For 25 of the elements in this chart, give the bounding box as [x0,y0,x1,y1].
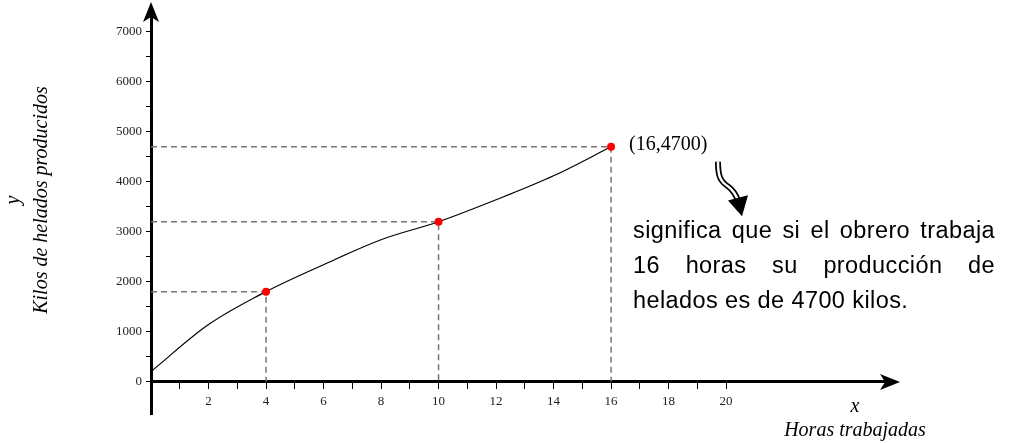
y-tick-label: 0 [135,372,142,388]
point [262,287,271,296]
point [434,217,443,226]
y-axis-title: y Kilos de helados producidos [1,85,53,315]
x-tick-label: 20 [719,392,733,408]
x-axis-title: x Horas trabajadas [783,394,927,442]
y-tick-label: 3000 [116,223,142,239]
y-tick-label: 7000 [116,23,142,39]
annotation: significa que si el obrero trabaja 16 horas su producción de helados es de 4700 kilos. [633,216,995,315]
x-tick-label: 2 [205,392,212,408]
y-tick-label: 6000 [116,73,142,89]
x-tick-label: 8 [377,392,385,408]
point [607,142,616,151]
x-tick-label: 18 [662,392,676,408]
x-tick-label: 6 [320,392,328,408]
y-tick-label: 2000 [116,273,142,289]
x-tick-label: 12 [489,392,503,408]
y-tick-label: 5000 [116,123,142,139]
y-tick-label: 4000 [116,173,142,189]
x-tick-label: 4 [262,392,270,408]
x-tick-label: 16 [604,392,619,408]
y-tick-label: 1000 [116,323,142,339]
annotation: (16,4700) [629,132,708,156]
x-tick-label: 14 [547,392,561,408]
x-tick-label: 10 [432,392,446,408]
